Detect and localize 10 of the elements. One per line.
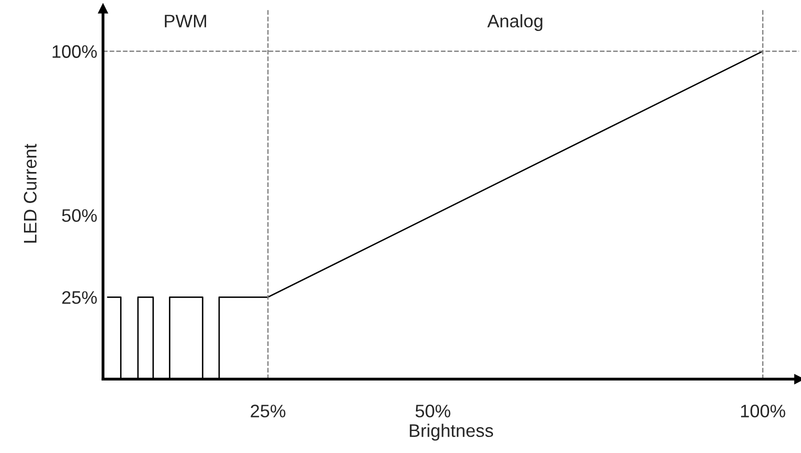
x-tick-label: 25%	[250, 404, 286, 418]
x-tick-label: 50%	[416, 404, 450, 418]
y-tick-label: 25%	[62, 291, 97, 304]
y-axis-title: LED Current	[24, 144, 37, 243]
annotation: Analog	[487, 14, 542, 31]
y-tick-label: 100%	[52, 45, 97, 58]
x-axis-title: Brightness	[410, 424, 494, 441]
y-tick-label: 50%	[62, 209, 97, 222]
x-tick-label: 100%	[741, 404, 786, 418]
annotation: PWM	[164, 14, 206, 28]
